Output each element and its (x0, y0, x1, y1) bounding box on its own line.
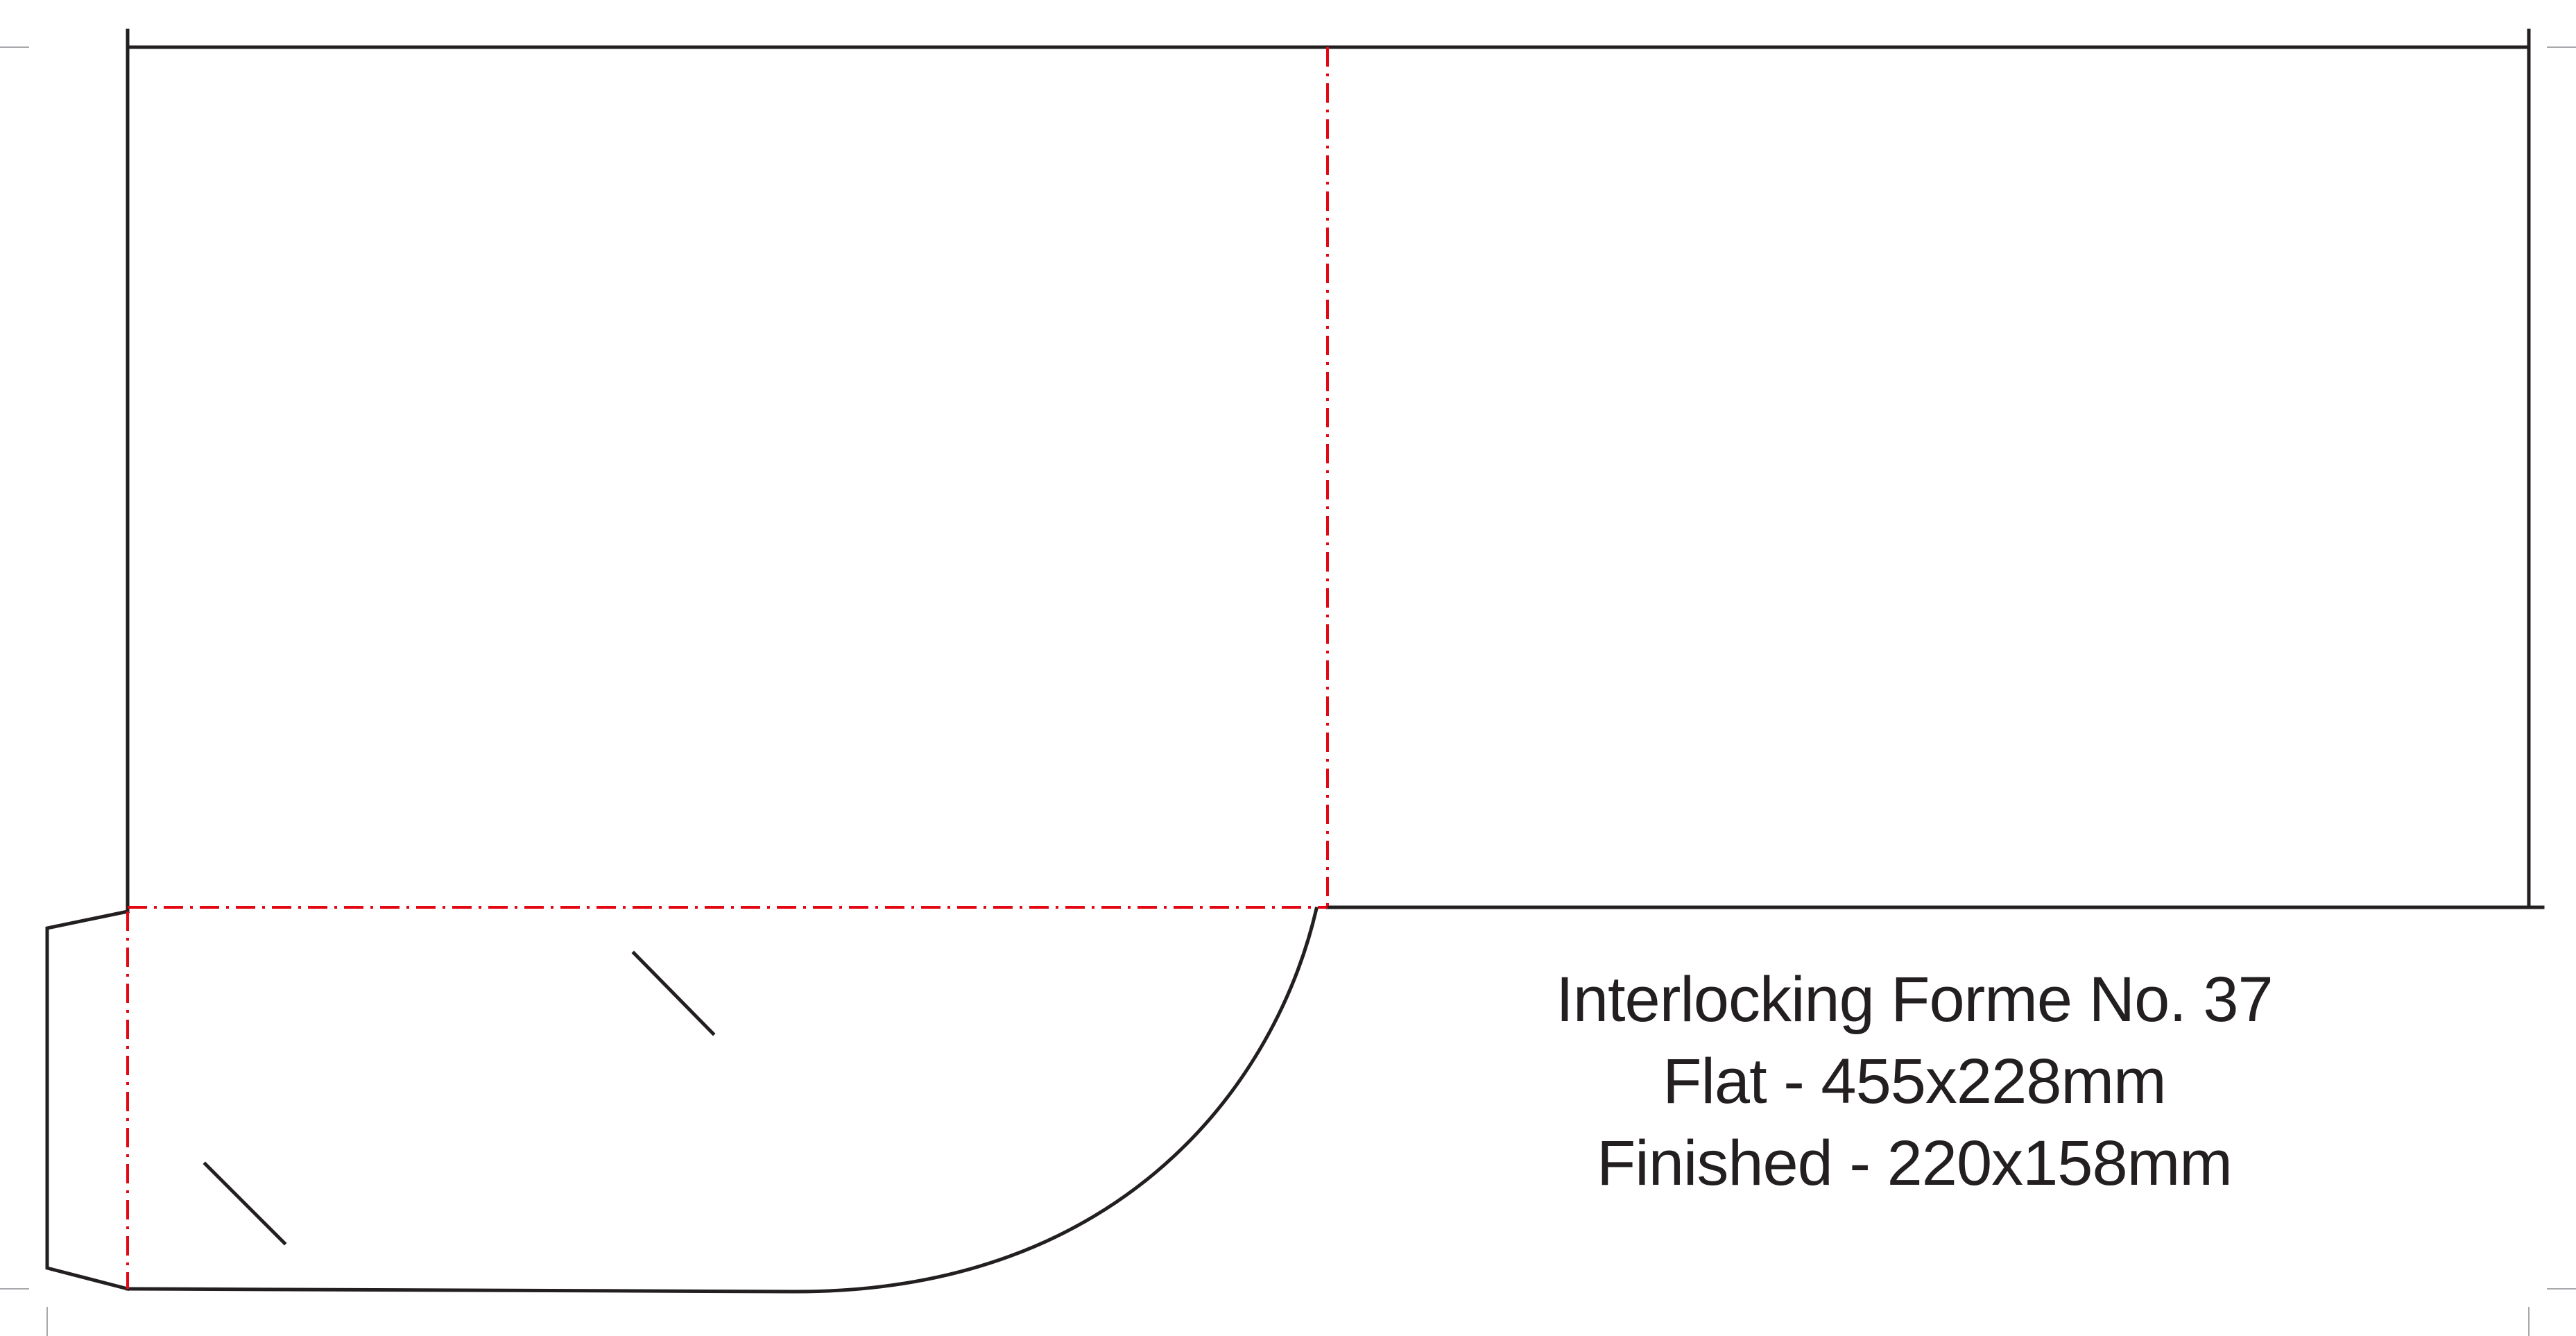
forme-info: Interlocking Forme No. 37 Flat - 455x228… (1394, 959, 2435, 1204)
forme-title: Interlocking Forme No. 37 (1556, 964, 2273, 1035)
panel-outline (126, 28, 2545, 914)
crop-marks (0, 46, 2576, 1336)
card-slit-lower (203, 1161, 287, 1246)
glue-tab (45, 909, 130, 1292)
finished-size: Finished - 220x158mm (1597, 1128, 2233, 1199)
fold-lines (126, 47, 1329, 1289)
pocket-curve (126, 906, 1319, 1294)
pocket-flap (45, 906, 1319, 1294)
flat-size: Flat - 455x228mm (1663, 1046, 2166, 1117)
card-slit-upper (631, 950, 716, 1036)
